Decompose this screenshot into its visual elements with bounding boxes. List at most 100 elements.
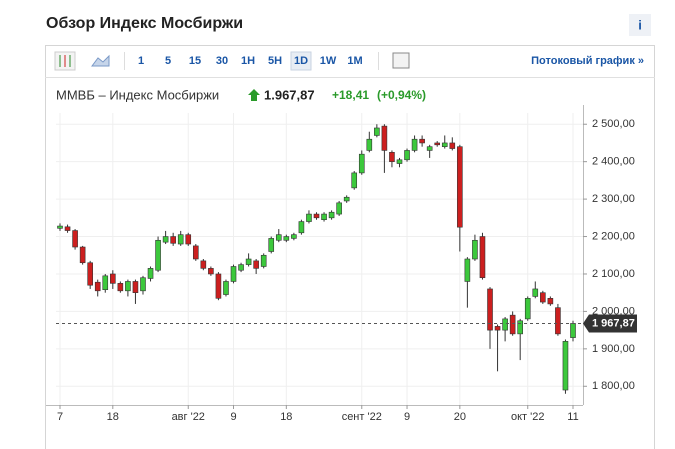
y-tick-label: 1 800,00 (592, 380, 635, 392)
candle-body (540, 292, 546, 303)
info-button[interactable] (629, 14, 651, 36)
quote-price: 1.967,87 (264, 87, 315, 102)
x-tick-label: 11 (567, 411, 578, 423)
x-tick-label: 18 (280, 411, 292, 423)
table-icon[interactable] (392, 52, 410, 69)
candle-body (223, 281, 229, 295)
interval-button[interactable]: 5H (268, 55, 282, 67)
candle-body (404, 150, 410, 161)
candle-body (79, 246, 86, 264)
candle-body (291, 234, 297, 239)
candle-body (381, 125, 388, 151)
interval-button[interactable]: 30 (216, 55, 228, 67)
quote-name: ММВБ – Индекс Мосбиржи (56, 87, 219, 102)
y-tick-label: 2 500,00 (592, 118, 635, 130)
candle-body (64, 226, 71, 231)
candle-icon[interactable] (54, 51, 76, 71)
candle-body (132, 281, 139, 293)
candle-body (358, 153, 365, 174)
interval-button[interactable]: 1M (347, 55, 362, 67)
candle-body (313, 213, 320, 219)
interval-button[interactable]: 1D (294, 55, 308, 67)
interval-button[interactable]: 15 (189, 55, 201, 67)
candle-body (275, 234, 282, 241)
candle-body (298, 221, 305, 234)
candle-body (532, 288, 539, 297)
candle-body (374, 127, 380, 136)
candle-body (117, 283, 124, 292)
candle-body (110, 273, 116, 284)
candle-body (306, 213, 312, 222)
candle-body (192, 245, 199, 260)
candle-body (562, 341, 569, 391)
candle-body (517, 320, 523, 335)
x-tick-label: 20 (454, 411, 466, 423)
x-tick-label: окт '22 (511, 411, 544, 423)
x-tick-label: сент '22 (342, 411, 382, 423)
last-price-tag (583, 314, 637, 333)
stream-link[interactable]: Потоковый график » (531, 55, 644, 67)
page-title: Обзор Индекс Мосбиржи (46, 15, 243, 32)
candle-body (215, 273, 222, 299)
interval-button[interactable]: 1 (138, 55, 144, 67)
interval-button[interactable]: 5 (165, 55, 171, 67)
candle-body (260, 254, 267, 267)
interval-button[interactable]: 1W (320, 55, 337, 67)
candle-body (94, 281, 101, 292)
candle-body (570, 323, 576, 338)
y-tick-label: 2 300,00 (592, 193, 635, 205)
candle-body (283, 236, 290, 241)
candle-body (57, 225, 63, 229)
x-tick-label: авг '22 (172, 411, 205, 423)
candle-body (147, 268, 154, 279)
candle-body (472, 239, 478, 260)
candle-body (245, 258, 252, 265)
candle-body (502, 318, 508, 331)
candle-body (419, 138, 425, 144)
candle-body (389, 152, 395, 162)
y-tick-label: 2 200,00 (592, 230, 635, 242)
candle-body (494, 326, 501, 331)
candle-body (177, 234, 184, 245)
y-tick-label: 2 100,00 (592, 268, 635, 280)
candle-body (155, 239, 161, 271)
x-tick-label: 9 (404, 411, 410, 423)
candle-body (321, 213, 327, 220)
candle-body (162, 236, 169, 243)
quote-change-pct: (+0,94%) (377, 88, 426, 102)
area-icon[interactable] (91, 54, 110, 67)
candle-body (125, 281, 131, 292)
candle-body (351, 172, 358, 189)
candle-body (200, 260, 207, 269)
candle-body (140, 277, 146, 292)
candle-body (268, 238, 275, 252)
y-tick-label: 1 900,00 (592, 343, 635, 355)
candle-body (230, 266, 237, 282)
candle-body (208, 268, 214, 275)
candle-body (457, 146, 463, 228)
candle-body (102, 275, 109, 290)
candle-body (336, 202, 342, 215)
candle-body (253, 260, 259, 269)
candle-body (449, 142, 456, 149)
candle-body (555, 307, 561, 335)
candle-body (487, 288, 493, 331)
candle-body (411, 138, 418, 151)
quote-change: +18,41 (332, 88, 369, 102)
chart-frame (45, 45, 655, 449)
info-icon[interactable]: i (638, 17, 642, 32)
x-tick-label: 18 (107, 411, 119, 423)
interval-button[interactable]: 1H (241, 55, 255, 67)
candle-body (479, 236, 486, 279)
candle-body (547, 298, 554, 305)
up-arrow (248, 89, 260, 101)
x-tick-label: 9 (230, 411, 236, 423)
candle-body (72, 230, 78, 248)
candle-body (509, 314, 516, 335)
candle-body (434, 142, 441, 146)
active-interval (290, 51, 312, 71)
x-tick-label: 7 (57, 411, 63, 423)
candle-body (185, 234, 192, 245)
candle-body (366, 138, 373, 151)
